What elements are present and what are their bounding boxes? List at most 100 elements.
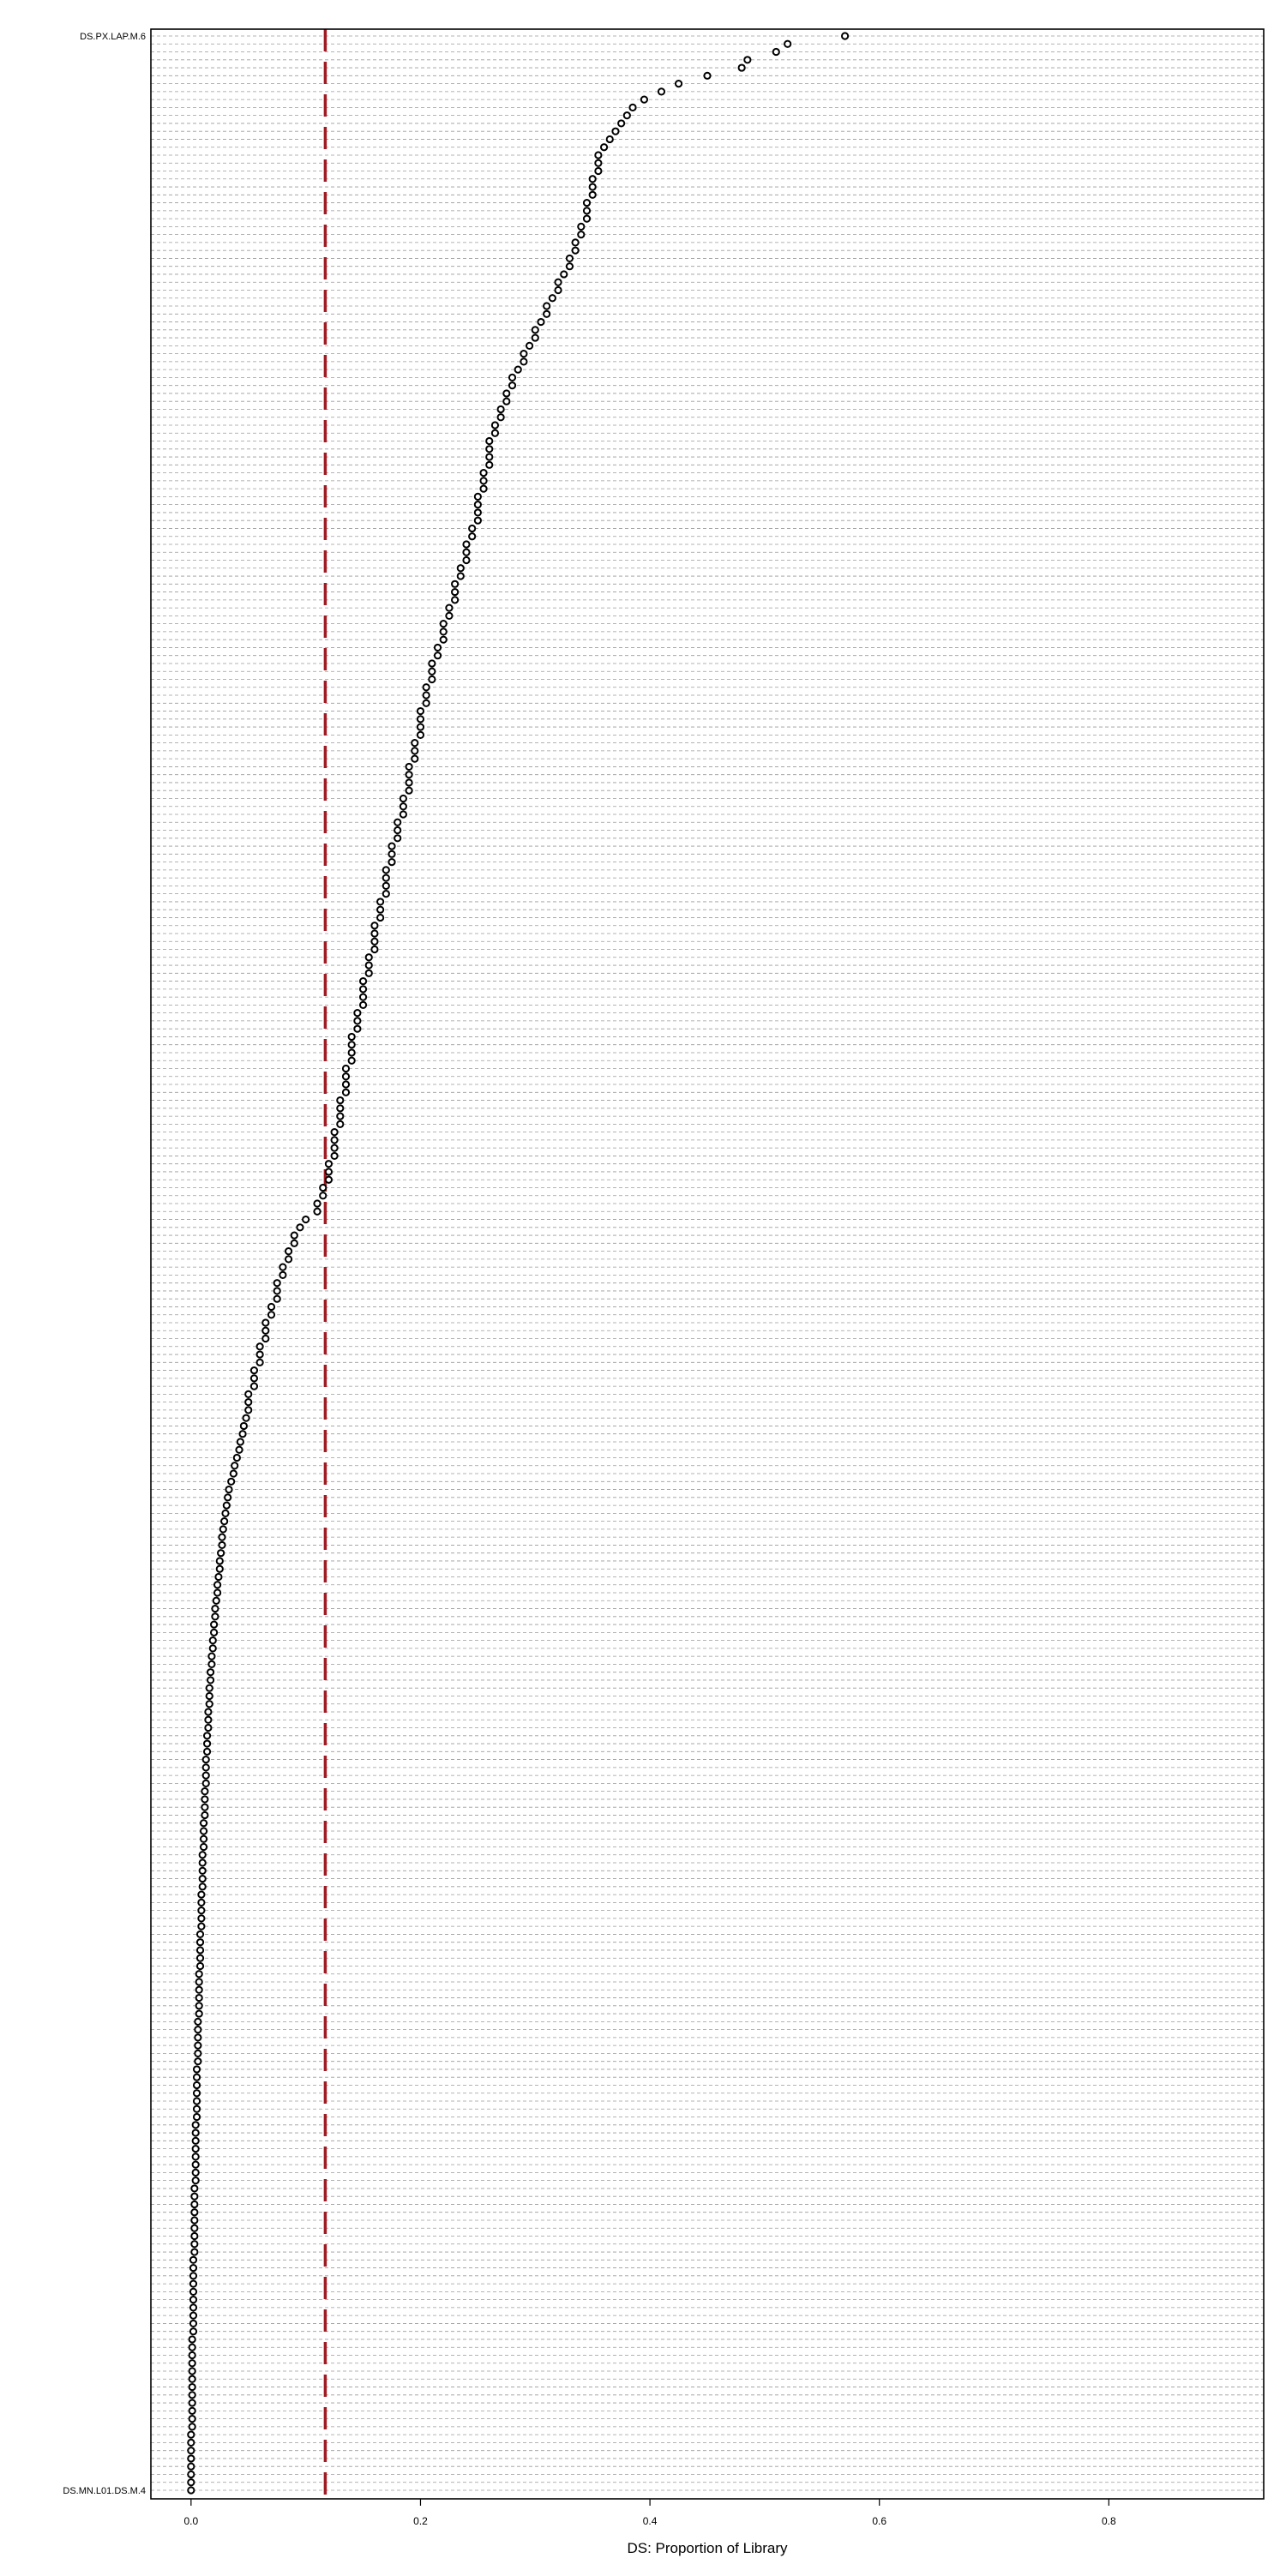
data-point bbox=[194, 2026, 202, 2034]
data-point bbox=[364, 953, 373, 962]
data-point bbox=[411, 754, 419, 763]
data-point bbox=[220, 1517, 229, 1526]
data-point bbox=[198, 1851, 207, 1859]
data-point bbox=[324, 1168, 334, 1176]
data-point bbox=[215, 1557, 224, 1565]
data-point bbox=[194, 2057, 202, 2066]
data-point bbox=[382, 881, 390, 890]
data-point bbox=[657, 87, 666, 96]
data-point bbox=[456, 572, 465, 580]
data-point bbox=[840, 32, 850, 40]
data-point bbox=[520, 350, 528, 358]
data-point bbox=[195, 1993, 203, 2003]
data-point bbox=[405, 771, 413, 779]
data-point bbox=[239, 1421, 248, 1431]
data-point bbox=[347, 1048, 356, 1057]
data-point bbox=[456, 564, 465, 573]
data-point bbox=[582, 198, 592, 207]
data-point bbox=[296, 1223, 304, 1232]
data-point bbox=[191, 2129, 200, 2137]
data-point bbox=[548, 294, 556, 303]
data-point bbox=[364, 969, 373, 977]
data-point bbox=[190, 2224, 199, 2232]
data-point bbox=[191, 2153, 200, 2161]
data-point bbox=[195, 1985, 203, 1994]
data-point bbox=[394, 826, 402, 835]
data-point bbox=[189, 2319, 198, 2328]
data-point bbox=[195, 1938, 205, 1947]
data-point bbox=[358, 985, 368, 994]
data-point bbox=[473, 492, 482, 501]
data-point bbox=[190, 2240, 199, 2249]
data-point bbox=[347, 1041, 356, 1049]
data-point bbox=[195, 1954, 205, 1962]
data-point bbox=[743, 56, 752, 64]
data-point bbox=[192, 2065, 201, 2074]
data-point bbox=[212, 1596, 220, 1605]
data-point bbox=[353, 1009, 362, 1018]
data-point bbox=[198, 1874, 207, 1883]
data-point bbox=[249, 1366, 259, 1375]
data-point bbox=[382, 890, 390, 898]
data-point bbox=[201, 1779, 210, 1787]
data-point bbox=[249, 1374, 259, 1383]
data-point bbox=[218, 1533, 226, 1541]
data-point bbox=[358, 1000, 368, 1009]
data-point bbox=[279, 1263, 287, 1271]
data-point bbox=[192, 2089, 201, 2098]
data-point bbox=[219, 1525, 227, 1534]
data-point bbox=[485, 460, 494, 469]
data-point bbox=[189, 2311, 198, 2320]
data-point bbox=[225, 1485, 233, 1494]
data-point bbox=[388, 850, 396, 858]
x-tick-label: 0.2 bbox=[413, 2515, 428, 2527]
data-point bbox=[187, 2462, 195, 2471]
data-point bbox=[205, 1684, 213, 1692]
data-point bbox=[382, 866, 390, 874]
row-label-bottom: DS.MN.L01.DS.M.4 bbox=[63, 2486, 146, 2496]
x-tick-label: 0.0 bbox=[183, 2515, 198, 2527]
data-point bbox=[324, 1160, 334, 1168]
data-point bbox=[194, 2017, 202, 2026]
data-point bbox=[273, 1287, 281, 1295]
data-point bbox=[439, 635, 448, 644]
data-point bbox=[490, 429, 500, 437]
data-point bbox=[565, 254, 574, 263]
data-point bbox=[302, 1215, 310, 1224]
data-point bbox=[560, 270, 568, 279]
data-point bbox=[514, 365, 522, 374]
data-point bbox=[236, 1438, 244, 1446]
data-point bbox=[416, 730, 425, 739]
data-point bbox=[211, 1604, 219, 1613]
data-point bbox=[194, 2033, 202, 2042]
data-point bbox=[416, 715, 425, 724]
data-point bbox=[195, 2009, 203, 2018]
data-point bbox=[336, 1120, 345, 1128]
data-point bbox=[273, 1279, 281, 1288]
data-point bbox=[190, 2200, 199, 2209]
data-point bbox=[206, 1676, 215, 1684]
data-point bbox=[531, 333, 539, 342]
data-point bbox=[336, 1096, 345, 1105]
data-point bbox=[594, 166, 603, 176]
data-point bbox=[428, 667, 436, 676]
data-point bbox=[201, 1787, 209, 1796]
data-point bbox=[382, 874, 390, 882]
data-point bbox=[189, 2296, 198, 2304]
data-point bbox=[358, 976, 368, 986]
data-point bbox=[462, 540, 471, 549]
data-point bbox=[543, 309, 551, 318]
data-point bbox=[255, 1358, 264, 1366]
data-point bbox=[324, 1175, 334, 1184]
data-point bbox=[267, 1302, 276, 1312]
data-point bbox=[313, 1207, 322, 1216]
data-point bbox=[197, 1906, 206, 1915]
data-point bbox=[204, 1723, 213, 1732]
data-point bbox=[445, 603, 454, 612]
data-point bbox=[197, 1898, 206, 1906]
data-point bbox=[222, 1501, 231, 1510]
data-point bbox=[195, 1946, 205, 1955]
data-point bbox=[341, 1072, 351, 1081]
data-point bbox=[353, 1024, 362, 1033]
data-point bbox=[784, 39, 792, 48]
